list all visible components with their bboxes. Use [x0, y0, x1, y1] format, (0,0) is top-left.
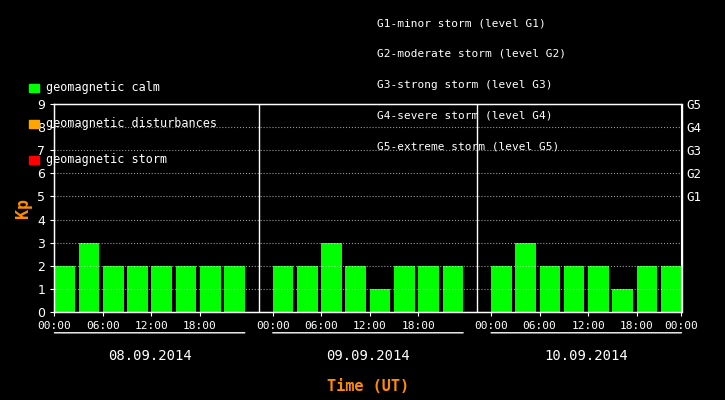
Bar — [588, 266, 609, 312]
Bar — [103, 266, 123, 312]
Text: G3-strong storm (level G3): G3-strong storm (level G3) — [377, 80, 552, 90]
Text: G1-minor storm (level G1): G1-minor storm (level G1) — [377, 18, 546, 28]
Text: G5-extreme storm (level G5): G5-extreme storm (level G5) — [377, 141, 559, 151]
Text: G2-moderate storm (level G2): G2-moderate storm (level G2) — [377, 49, 566, 59]
Bar — [321, 243, 342, 312]
Text: Time (UT): Time (UT) — [327, 378, 409, 394]
Bar — [370, 289, 390, 312]
Bar — [224, 266, 245, 312]
Bar — [613, 289, 633, 312]
Bar — [491, 266, 512, 312]
Text: G4-severe storm (level G4): G4-severe storm (level G4) — [377, 110, 552, 120]
Bar — [539, 266, 560, 312]
Bar — [394, 266, 415, 312]
Text: geomagnetic disturbances: geomagnetic disturbances — [46, 118, 217, 130]
Y-axis label: Kp: Kp — [14, 198, 32, 218]
Bar — [346, 266, 366, 312]
Bar — [418, 266, 439, 312]
Bar — [637, 266, 658, 312]
Bar — [515, 243, 536, 312]
Text: 09.09.2014: 09.09.2014 — [326, 350, 410, 364]
Bar — [54, 266, 75, 312]
Bar — [78, 243, 99, 312]
Text: geomagnetic calm: geomagnetic calm — [46, 82, 160, 94]
Text: 08.09.2014: 08.09.2014 — [108, 350, 191, 364]
Text: geomagnetic storm: geomagnetic storm — [46, 154, 167, 166]
Bar — [127, 266, 148, 312]
Bar — [273, 266, 294, 312]
Text: 10.09.2014: 10.09.2014 — [544, 350, 628, 364]
Bar — [175, 266, 196, 312]
Bar — [442, 266, 463, 312]
Bar — [152, 266, 172, 312]
Bar — [297, 266, 318, 312]
Bar — [661, 266, 682, 312]
Bar — [564, 266, 584, 312]
Bar — [200, 266, 220, 312]
